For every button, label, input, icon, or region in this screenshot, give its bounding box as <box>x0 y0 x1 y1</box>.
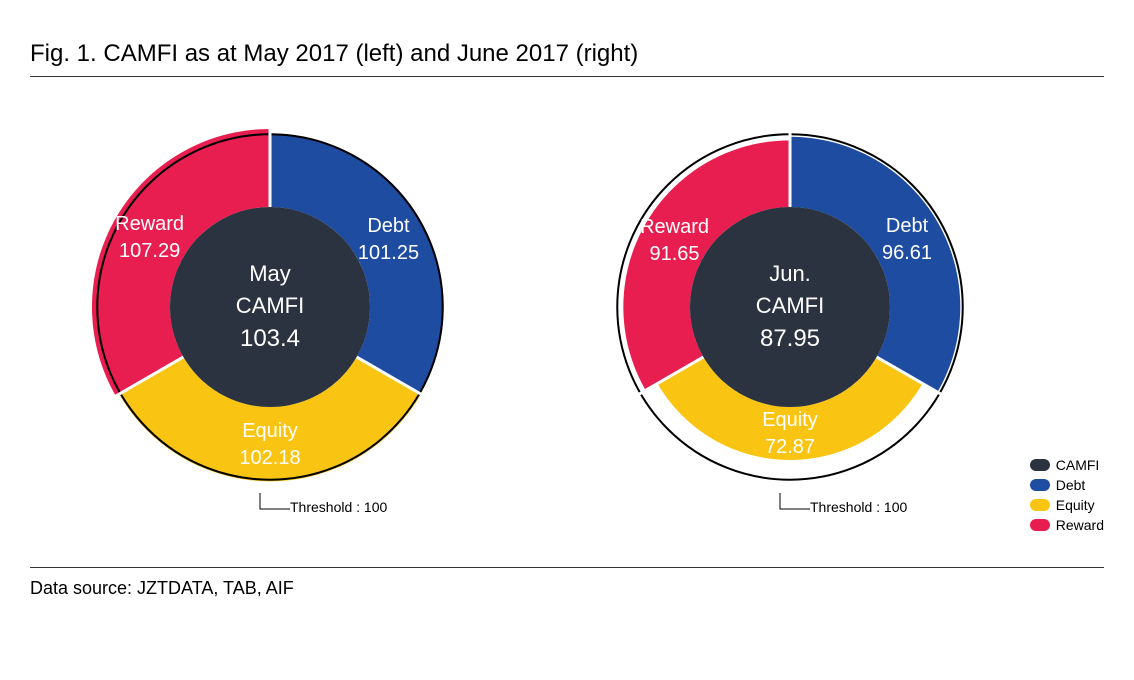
chart-may: May CAMFI 103.4 Debt101.25Equity102.18Re… <box>30 107 510 527</box>
chart-jun: Jun. CAMFI 87.95 Debt96.61Equity72.87Rew… <box>550 107 1030 527</box>
center-value: 103.4 <box>170 325 370 353</box>
data-source: Data source: JZTDATA, TAB, AIF <box>30 567 1104 599</box>
legend-swatch <box>1030 519 1050 531</box>
center-month: Jun. <box>690 261 890 287</box>
legend-label: Reward <box>1056 517 1104 533</box>
center-label-jun: Jun. CAMFI 87.95 <box>690 261 890 353</box>
threshold-leader-icon <box>250 491 290 511</box>
center-value: 87.95 <box>690 325 890 353</box>
center-name: CAMFI <box>690 293 890 319</box>
legend-item-debt: Debt <box>1030 477 1104 493</box>
threshold-leader-icon <box>770 491 810 511</box>
center-name: CAMFI <box>170 293 370 319</box>
legend: CAMFI Debt Equity Reward <box>1030 457 1104 537</box>
legend-swatch <box>1030 499 1050 511</box>
charts-row: May CAMFI 103.4 Debt101.25Equity102.18Re… <box>30 107 1104 567</box>
legend-item-camfi: CAMFI <box>1030 457 1104 473</box>
legend-label: Equity <box>1056 497 1095 513</box>
legend-swatch <box>1030 479 1050 491</box>
legend-swatch <box>1030 459 1050 471</box>
threshold-label-jun: Threshold : 100 <box>810 499 907 515</box>
center-label-may: May CAMFI 103.4 <box>170 261 370 353</box>
legend-label: CAMFI <box>1056 457 1100 473</box>
legend-item-equity: Equity <box>1030 497 1104 513</box>
figure-title: Fig. 1. CAMFI as at May 2017 (left) and … <box>30 40 1104 77</box>
center-month: May <box>170 261 370 287</box>
legend-label: Debt <box>1056 477 1086 493</box>
legend-item-reward: Reward <box>1030 517 1104 533</box>
threshold-label-may: Threshold : 100 <box>290 499 387 515</box>
